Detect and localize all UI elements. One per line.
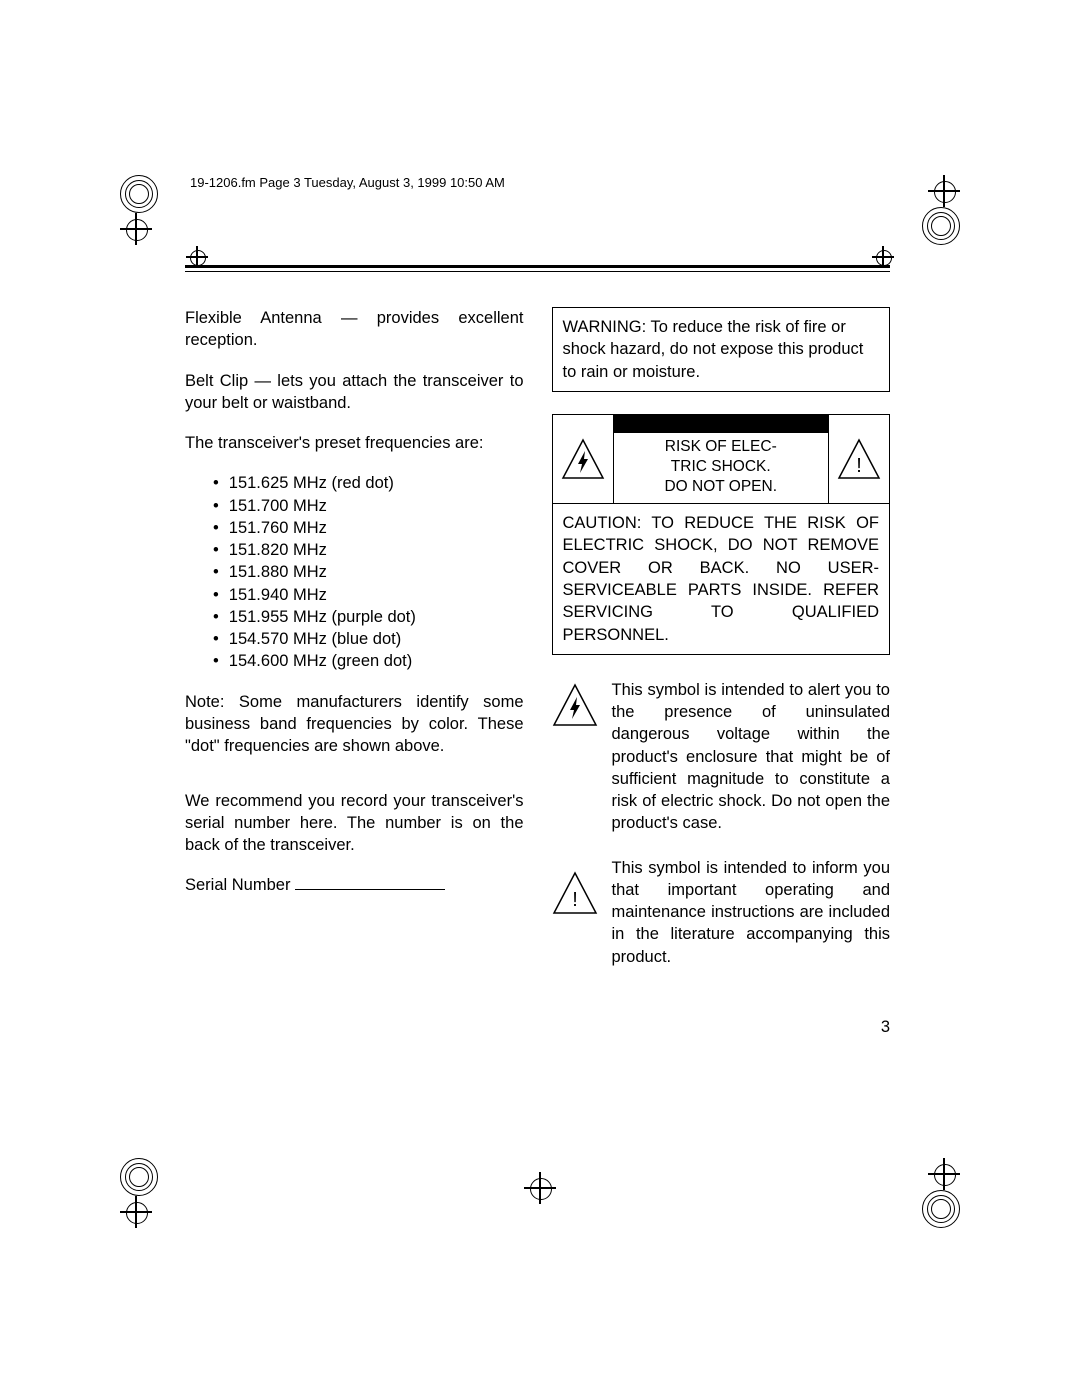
crop-mark-bottom-right (890, 1158, 960, 1198)
para-beltclip: Belt Clip — lets you attach the transcei… (185, 370, 524, 415)
svg-text:!: ! (572, 889, 578, 911)
caution-black-bar (614, 415, 829, 433)
para-note: Note: Some manufacturers identify some b… (185, 691, 524, 758)
para-record-serial: We recommend you record your transceiver… (185, 790, 524, 857)
list-item: 151.940 MHz (213, 584, 524, 606)
frequency-list: 151.625 MHz (red dot) 151.700 MHz 151.76… (185, 472, 524, 672)
list-item: 151.955 MHz (purple dot) (213, 606, 524, 628)
bolt-triangle-icon (552, 679, 600, 835)
bolt-triangle-icon (553, 415, 613, 503)
exclamation-triangle-icon: ! (552, 857, 600, 968)
caution-body-text: CAUTION: TO REDUCE THE RISK OF ELECTRIC … (553, 503, 890, 654)
list-item: 151.625 MHz (red dot) (213, 472, 524, 494)
page-number: 3 (130, 1018, 945, 1037)
para-antenna: Flexible Antenna — provides excellent re… (185, 307, 524, 352)
crop-mark-bottom-left (120, 1158, 190, 1198)
caution-line: TRIC SHOCK. (620, 457, 823, 477)
serial-number-field: Serial Number (185, 874, 524, 896)
warning-box: WARNING: To reduce the risk of fire or s… (552, 307, 891, 392)
list-item: 151.880 MHz (213, 561, 524, 583)
list-item: 151.820 MHz (213, 539, 524, 561)
horizontal-rule (185, 265, 890, 272)
list-item: 154.600 MHz (green dot) (213, 650, 524, 672)
symbol-explanation-exclamation: ! This symbol is intended to inform you … (552, 857, 891, 968)
left-column: Flexible Antenna — provides excellent re… (185, 307, 524, 990)
para-frequencies-intro: The transceiver's preset frequencies are… (185, 432, 524, 454)
page-header: 19-1206.fm Page 3 Tuesday, August 3, 199… (130, 175, 945, 190)
crop-mark-bottom-center (524, 1172, 556, 1204)
content-columns: Flexible Antenna — provides excellent re… (130, 307, 945, 990)
list-item: 151.700 MHz (213, 495, 524, 517)
right-column: WARNING: To reduce the risk of fire or s… (552, 307, 891, 990)
serial-label: Serial Number (185, 876, 290, 894)
symbol-excl-text: This symbol is intended to inform you th… (612, 857, 891, 968)
list-item: 154.570 MHz (blue dot) (213, 628, 524, 650)
caution-line: RISK OF ELEC- (620, 437, 823, 457)
symbol-explanation-bolt: This symbol is intended to alert you to … (552, 679, 891, 835)
caution-line: DO NOT OPEN. (620, 477, 823, 497)
exclamation-triangle-icon: ! (829, 415, 889, 503)
symbol-bolt-text: This symbol is intended to alert you to … (612, 679, 891, 835)
serial-blank-line (295, 889, 445, 890)
svg-text:!: ! (856, 455, 862, 477)
caution-box: RISK OF ELEC- TRIC SHOCK. DO NOT OPEN. !… (552, 414, 891, 655)
list-item: 151.760 MHz (213, 517, 524, 539)
